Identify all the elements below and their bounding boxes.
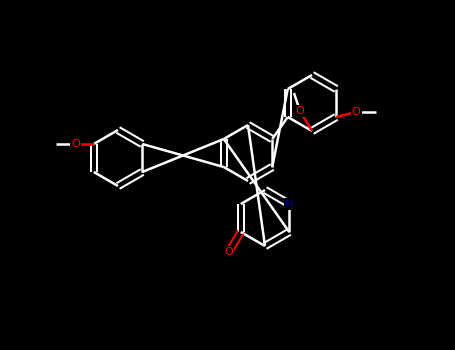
Text: O: O <box>71 139 80 149</box>
Text: O: O <box>224 247 233 257</box>
Text: O: O <box>352 107 361 117</box>
Text: O: O <box>296 106 304 116</box>
Text: N: N <box>285 199 293 209</box>
